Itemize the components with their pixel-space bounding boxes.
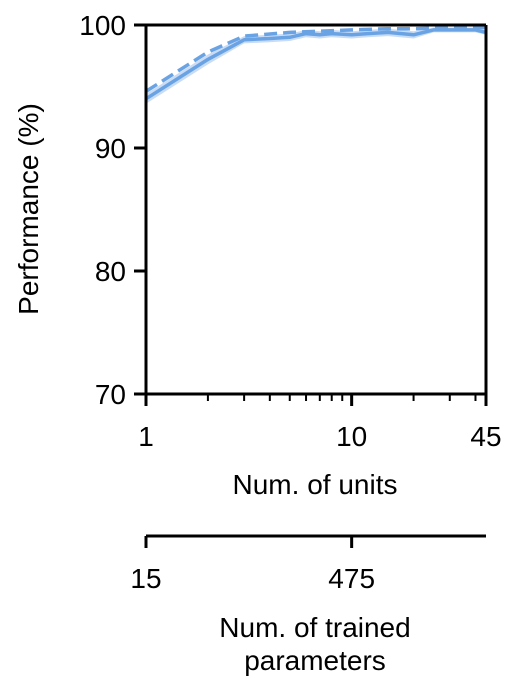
axes (144, 23, 488, 538)
y-tick-label: 80 (95, 256, 126, 287)
secondary-x-tick-label: 15 (130, 563, 161, 594)
series-1-line-solid (145, 28, 487, 101)
x-tick-label: 45 (470, 421, 501, 452)
y-tick-label: 90 (95, 133, 126, 164)
y-tick-label: 70 (95, 379, 126, 410)
series-2-line-dashed (145, 25, 486, 93)
y-axis-title: Performance (%) (13, 103, 44, 315)
secondary-x-tick-label: 475 (328, 563, 375, 594)
x-tick-label: 1 (138, 421, 154, 452)
x-tick-label: 10 (336, 421, 367, 452)
y-tick-label: 100 (79, 10, 126, 41)
secondary-axis-title-line-2: parameters (244, 645, 386, 676)
series-lines (145, 25, 487, 101)
x-axis-title: Num. of units (233, 469, 398, 500)
secondary-axis-title-line-1: Num. of trained (219, 612, 410, 643)
